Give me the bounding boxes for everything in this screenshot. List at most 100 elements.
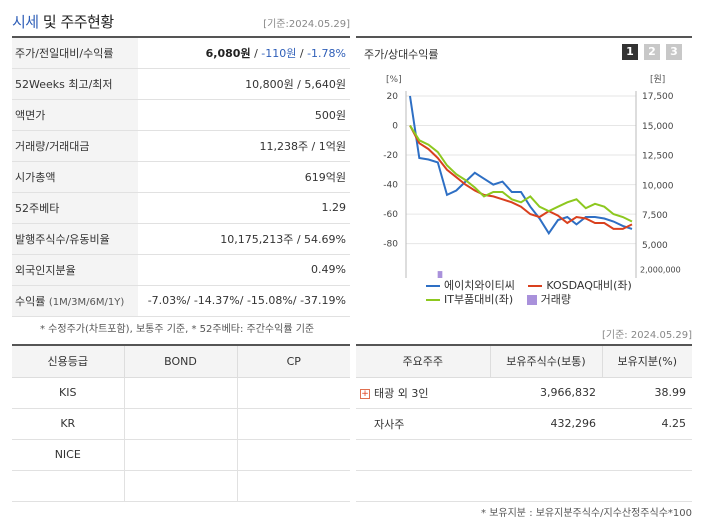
holder-pct: 38.99 <box>602 377 692 409</box>
right-tick-label: 17,500 <box>642 92 674 102</box>
agency-name: KR <box>12 408 125 440</box>
section-header: 시세 및 주주현황 [기준:2024.05.29] <box>12 10 350 34</box>
holder-pct <box>602 439 692 471</box>
footnote-holding: * 보유지분 : 보유지분주식수/지수산정주식수*100 <box>481 508 692 519</box>
table-row: 52Weeks 최고/최저 10,800원 / 5,640원 <box>12 68 350 100</box>
foreign-value: 0.49% <box>138 254 350 286</box>
holder-name: 자사주 <box>356 408 490 440</box>
chart-legend: 에이치와이티씨 KOSDAQ대비(좌) IT부품대비(좌) 거래량 <box>426 279 686 307</box>
bond-rating <box>124 377 238 409</box>
table-row: 주가/전일대비/수익률 6,080원 / -110원 / -1.78% <box>12 37 350 69</box>
chart-tab-3[interactable]: 3 <box>666 44 682 60</box>
holder-shares <box>490 470 602 502</box>
price-label: 주가/전일대비/수익률 <box>12 37 138 69</box>
column-header: 보유주식수(보통) <box>490 345 603 378</box>
footnote-price: * 수정주가(차트포함), 보통주 기준, * 52주베타: 주간수익률 기준 <box>40 324 315 335</box>
table-row: KR <box>12 408 350 440</box>
par-value: 500원 <box>138 99 350 131</box>
cp-rating <box>237 439 350 471</box>
table-row: 자사주 432,296 4.25 <box>356 408 692 440</box>
cp-rating <box>237 408 350 440</box>
column-header: 주요주주 <box>356 345 491 378</box>
right-tick-label: 7,500 <box>642 211 668 221</box>
column-header: 신용등급 <box>12 345 125 378</box>
holder-shares <box>490 439 602 471</box>
credit-rating-table: 신용등급 BOND CP KIS KR NICE <box>12 344 350 502</box>
table-header-row: 신용등급 BOND CP <box>12 345 350 378</box>
legend-item: 거래량 <box>526 293 571 307</box>
series-line <box>409 125 633 230</box>
bond-rating <box>124 470 238 502</box>
return-label: 수익률 (1M/3M/6M/1Y) <box>12 285 138 317</box>
legend-item: KOSDAQ대비(좌) <box>528 279 632 293</box>
right-tick-label: 5,000 <box>642 241 668 251</box>
holder-shares: 3,966,832 <box>490 377 602 409</box>
right-tick-label: 10,000 <box>642 181 674 191</box>
bond-rating <box>124 408 238 440</box>
series-line <box>409 124 633 223</box>
table-row: KIS <box>12 377 350 409</box>
right-axis-unit: [원] <box>650 74 665 85</box>
table-row <box>356 470 692 502</box>
left-tick-label: -20 <box>383 151 398 161</box>
left-axis-unit: [%] <box>386 75 402 85</box>
right-tick-label: 12,500 <box>642 152 674 162</box>
return-value: -7.03%/ -14.37%/ -15.08%/ -37.19% <box>138 285 350 317</box>
shares-label: 발행주식수/유동비율 <box>12 223 138 255</box>
left-tick-label: 20 <box>387 92 399 102</box>
volume-tick-label: 2,000,000 <box>640 265 681 274</box>
bond-rating <box>124 439 238 471</box>
table-row <box>12 470 350 502</box>
left-tick-label: -60 <box>383 210 398 220</box>
table-row: NICE <box>12 439 350 471</box>
left-tick-label: -80 <box>383 240 398 250</box>
table-row: 외국인지분율 0.49% <box>12 254 350 286</box>
holder-name <box>356 470 490 502</box>
legend-item: IT부품대비(좌) <box>426 293 513 307</box>
cp-rating <box>237 470 350 502</box>
chart-tab-1[interactable]: 1 <box>622 44 638 60</box>
table-row: 액면가 500원 <box>12 99 350 131</box>
volume-value: 11,238주 / 1억원 <box>138 130 350 162</box>
price-chart: [%] [원] 20 0 -20 -40 -60 -80 17,500 15,000 12,500 1… <box>383 74 681 278</box>
table-row: 수익률 (1M/3M/6M/1Y) -7.03%/ -14.37%/ -15.0… <box>12 285 350 317</box>
table-row <box>356 439 692 471</box>
reference-date: [기준:2024.05.29] <box>263 19 350 30</box>
section-title: 시세 및 주주현황 <box>12 13 114 31</box>
market-info-table: 주가/전일대비/수익률 6,080원 / -110원 / -1.78% 52We… <box>12 36 350 317</box>
major-shareholders-table: 주요주주 보유주식수(보통) 보유지분(%) + 태광 외 3인 3,966,83… <box>356 344 692 502</box>
beta-value: 1.29 <box>138 192 350 224</box>
table-row: 거래량/거래대금 11,238주 / 1억원 <box>12 130 350 162</box>
shares-value: 10,175,213주 / 54.69% <box>138 223 350 255</box>
left-tick-label: 0 <box>392 122 398 132</box>
foreign-label: 외국인지분율 <box>12 254 138 286</box>
holder-name: + 태광 외 3인 <box>356 377 490 409</box>
column-header: CP <box>237 345 350 378</box>
table-row: 52주베타 1.29 <box>12 192 350 224</box>
legend-item: 에이치와이티씨 <box>426 279 515 293</box>
table-header-row: 주요주주 보유주식수(보통) 보유지분(%) <box>356 345 692 378</box>
cp-rating <box>237 377 350 409</box>
holder-pct: 4.25 <box>602 408 692 440</box>
expand-plus-icon[interactable]: + <box>360 388 370 399</box>
reference-date-2: [기준: 2024.05.29] <box>601 330 692 341</box>
series-line <box>409 95 633 236</box>
agency-name <box>12 470 125 502</box>
w52-value: 10,800원 / 5,640원 <box>138 68 350 100</box>
agency-name: KIS <box>12 377 125 409</box>
volume-bar <box>437 271 443 278</box>
holder-name <box>356 439 490 471</box>
chart-tab-2[interactable]: 2 <box>644 44 660 60</box>
table-row: + 태광 외 3인 3,966,832 38.99 <box>356 377 692 409</box>
beta-label: 52주베타 <box>12 192 138 224</box>
holder-shares: 432,296 <box>490 408 602 440</box>
mcap-label: 시가총액 <box>12 161 138 193</box>
volume-label: 거래량/거래대금 <box>12 130 138 162</box>
chart-title: 주가/상대수익률 <box>364 48 439 61</box>
table-row: 발행주식수/유동비율 10,175,213주 / 54.69% <box>12 223 350 255</box>
holder-pct <box>602 470 692 502</box>
mcap-value: 619억원 <box>138 161 350 193</box>
par-label: 액면가 <box>12 99 138 131</box>
